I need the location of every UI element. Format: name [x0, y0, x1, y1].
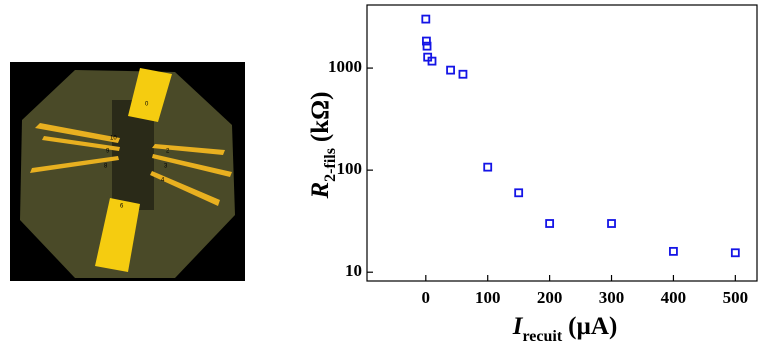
x-label-sub: recuit	[522, 328, 562, 345]
data-point	[607, 219, 616, 228]
x-tick-label: 100	[475, 288, 501, 307]
y-tick-label: 10	[345, 261, 362, 280]
micrograph: 0 10 9 8 2 3 4 6	[10, 62, 245, 281]
x-tick-label: 400	[661, 288, 687, 307]
image-label: 4	[161, 178, 165, 184]
y-tick-label: 1000	[328, 57, 362, 76]
image-label: 8	[104, 164, 108, 170]
x-tick-label: 300	[599, 288, 625, 307]
data-point	[427, 56, 437, 66]
data-point	[545, 219, 555, 228]
image-label: 9	[106, 149, 110, 155]
data-point	[421, 14, 431, 24]
data-point	[446, 65, 455, 75]
x-label-main: I	[512, 313, 524, 340]
y-tick-label: 100	[337, 159, 363, 178]
image-label: 0	[145, 102, 149, 108]
x-tick-label: 500	[723, 288, 749, 307]
data-point	[422, 36, 431, 46]
image-label: 2	[166, 149, 170, 155]
y-label-main: R	[307, 182, 334, 200]
image-label: 10	[110, 136, 117, 142]
x-tick-label: 200	[537, 288, 563, 307]
data-point	[514, 188, 524, 198]
data-point	[422, 41, 432, 51]
y-label-sub: 2-fils	[322, 148, 339, 182]
x-label-unit: (µA)	[568, 313, 617, 340]
plot-frame	[366, 4, 758, 282]
image-label: 6	[120, 204, 124, 210]
data-point	[483, 162, 493, 172]
data-point	[669, 246, 678, 256]
x-axis-label: Irecuit (µA)	[512, 313, 618, 345]
data-point	[730, 248, 740, 258]
data-point	[458, 69, 468, 79]
y-axis-label: R2-fils (kΩ)	[307, 91, 339, 199]
image-label: 3	[164, 164, 168, 170]
x-tick-label: 0	[422, 288, 431, 307]
y-label-unit: (kΩ)	[307, 91, 334, 142]
